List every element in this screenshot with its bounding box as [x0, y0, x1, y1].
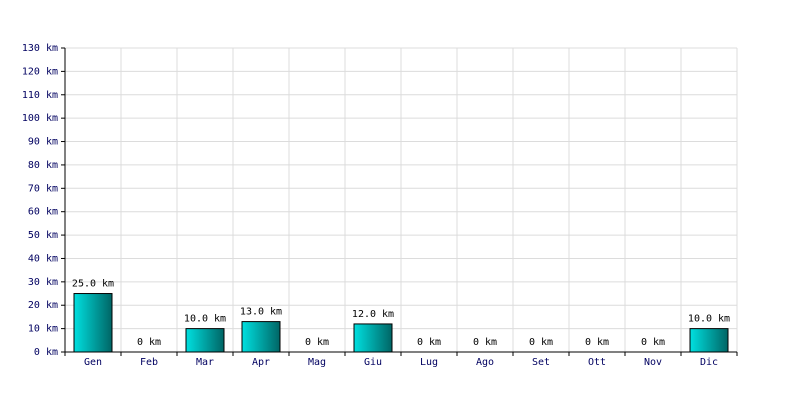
x-tick-label: Set: [532, 357, 550, 368]
value-label: 0 km: [585, 337, 609, 348]
value-label: 0 km: [473, 337, 497, 348]
bar: [353, 323, 393, 353]
x-tick-label: Apr: [252, 357, 270, 368]
y-tick-label: 0 km: [34, 347, 58, 358]
x-tick-label: Ago: [476, 357, 494, 368]
y-tick-label: 40 km: [28, 253, 58, 264]
y-tick-label: 130 km: [22, 43, 58, 54]
x-tick-label: Nov: [644, 357, 662, 368]
y-tick-label: 50 km: [28, 230, 58, 241]
bar: [241, 321, 281, 353]
y-tick-label: 20 km: [28, 300, 58, 311]
value-label: 0 km: [641, 337, 665, 348]
value-label: 25.0 km: [72, 279, 114, 290]
value-label: 0 km: [137, 337, 161, 348]
value-label: 12.0 km: [352, 309, 394, 320]
bar: [689, 328, 729, 353]
value-label: 10.0 km: [184, 314, 226, 325]
bar: [73, 293, 113, 353]
value-label: 10.0 km: [688, 314, 730, 325]
y-tick-label: 120 km: [22, 66, 58, 77]
y-tick-label: 10 km: [28, 324, 58, 335]
value-label: 0 km: [305, 337, 329, 348]
value-label: 0 km: [529, 337, 553, 348]
x-tick-label: Mar: [196, 357, 214, 368]
y-tick-label: 30 km: [28, 277, 58, 288]
bar: [185, 328, 225, 353]
x-tick-label: Ott: [588, 357, 606, 368]
x-tick-label: Feb: [140, 357, 158, 368]
x-tick-label: Giu: [364, 357, 382, 368]
y-tick-label: 60 km: [28, 207, 58, 218]
x-tick-label: Gen: [84, 357, 102, 368]
y-tick-label: 100 km: [22, 113, 58, 124]
y-tick-label: 70 km: [28, 183, 58, 194]
x-tick-label: Lug: [420, 357, 438, 368]
value-label: 0 km: [417, 337, 441, 348]
y-tick-label: 90 km: [28, 137, 58, 148]
value-label: 13.0 km: [240, 307, 282, 318]
x-tick-label: Mag: [308, 357, 326, 368]
y-tick-label: 80 km: [28, 160, 58, 171]
x-tick-label: Dic: [700, 357, 718, 368]
y-tick-label: 110 km: [22, 90, 58, 101]
